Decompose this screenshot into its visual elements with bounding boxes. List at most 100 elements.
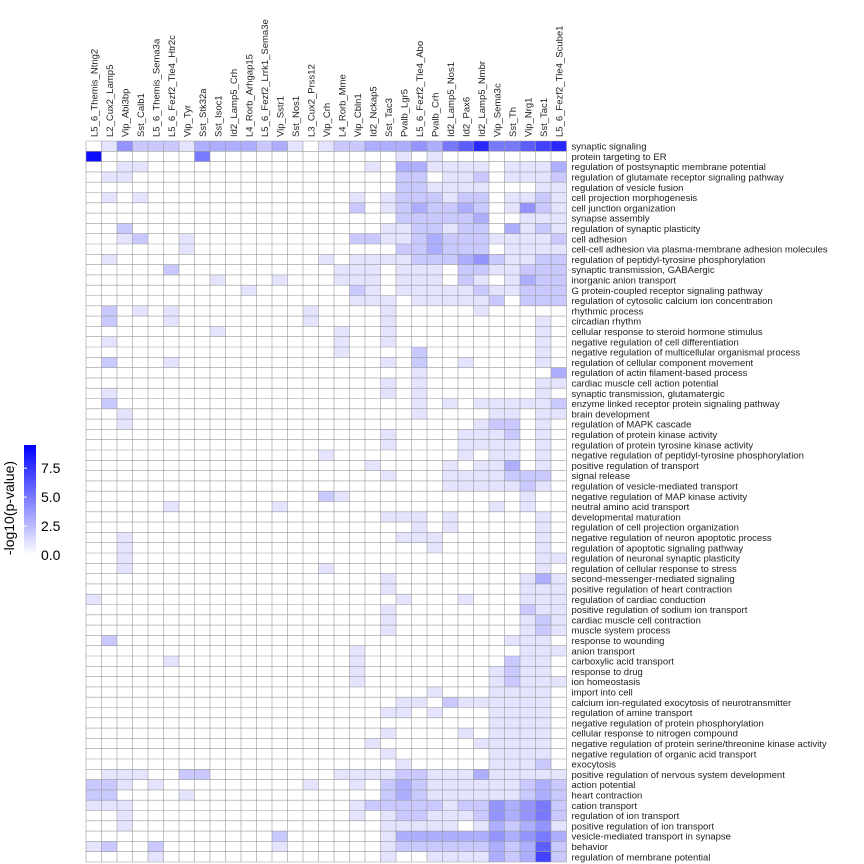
heatmap-cell (365, 305, 381, 317)
heatmap-cell (396, 573, 412, 584)
heatmap-cell (442, 347, 458, 358)
heatmap-cell (163, 553, 179, 564)
row-label: enzyme linked receptor protein signaling… (572, 399, 780, 410)
heatmap-cell (411, 728, 427, 739)
heatmap-cell (442, 285, 458, 296)
heatmap-cell (256, 419, 272, 430)
heatmap-cell (411, 408, 427, 420)
heatmap-cell (520, 511, 536, 523)
heatmap-cell (148, 738, 164, 749)
heatmap-cell (256, 738, 272, 749)
heatmap-cell (473, 264, 489, 275)
heatmap-cell (535, 202, 551, 214)
heatmap-cell (349, 274, 365, 286)
heatmap-cell (380, 676, 396, 687)
heatmap-cell (225, 419, 241, 430)
heatmap-cell (427, 171, 443, 183)
heatmap-cell (473, 151, 489, 162)
heatmap-cell (551, 316, 567, 327)
heatmap-cell (303, 553, 319, 564)
heatmap-cell (396, 316, 412, 327)
heatmap-cell (442, 316, 458, 327)
heatmap-cell (442, 738, 458, 749)
column-label: Vip_Sstr1 (275, 96, 286, 137)
heatmap-cell (489, 656, 505, 667)
heatmap-gridlines (85, 140, 567, 863)
heatmap-cell (132, 285, 148, 296)
heatmap-cell (551, 841, 567, 852)
heatmap-cell (210, 748, 226, 759)
heatmap-cell (241, 439, 257, 450)
heatmap-cell (520, 419, 536, 430)
heatmap-cell (504, 254, 520, 265)
column-label: Sst_Tac1 (539, 98, 550, 137)
heatmap-cell (380, 501, 396, 512)
heatmap-cell (489, 707, 505, 718)
heatmap-cell (334, 789, 350, 801)
heatmap-cell (349, 738, 365, 749)
heatmap-cell (148, 789, 164, 801)
heatmap-cell (179, 151, 195, 162)
heatmap-cell (504, 542, 520, 553)
heatmap-cell (117, 738, 133, 749)
heatmap-cell (179, 686, 195, 698)
heatmap-cell (334, 450, 350, 461)
heatmap-cell (179, 264, 195, 275)
heatmap-cell (411, 151, 427, 162)
heatmap-cell (535, 388, 551, 399)
heatmap-cell (334, 779, 350, 790)
heatmap-cell (163, 779, 179, 790)
heatmap-cell (287, 614, 303, 626)
heatmap-cell (101, 244, 117, 255)
heatmap-cell (132, 769, 148, 780)
heatmap-cell (287, 233, 303, 244)
heatmap-cell (334, 851, 350, 862)
heatmap-cell (241, 851, 257, 862)
row-label: synaptic transmission, glutamatergic (572, 389, 725, 400)
heatmap-cell (194, 789, 210, 801)
heatmap-cell (458, 789, 474, 801)
heatmap-cell (349, 656, 365, 667)
column-label: L5_6_Fezf2_Tle4_Scube1 (554, 26, 565, 137)
heatmap-cell (535, 666, 551, 677)
row-label: brain development (572, 409, 651, 420)
heatmap-cell (411, 707, 427, 718)
heatmap-cell (303, 408, 319, 420)
heatmap-cell (287, 789, 303, 801)
heatmap-cell (225, 398, 241, 409)
heatmap-cell (179, 357, 195, 368)
heatmap-cell (272, 748, 288, 759)
heatmap-cell (225, 789, 241, 801)
row-label: positive regulation of ion transport (572, 821, 715, 832)
heatmap-cell (241, 553, 257, 564)
heatmap-cell (318, 480, 334, 492)
column-label: Id2_Pax6 (461, 97, 472, 137)
heatmap-cell (427, 439, 443, 450)
heatmap-cell (163, 470, 179, 481)
heatmap-cell (225, 656, 241, 667)
heatmap-cell (551, 728, 567, 739)
heatmap-cell (148, 171, 164, 183)
heatmap-cell (427, 820, 443, 832)
heatmap-cell (148, 522, 164, 533)
row-label: negative regulation of neuron apoptotic … (572, 533, 772, 544)
heatmap-cell (210, 254, 226, 265)
heatmap-cell (241, 573, 257, 584)
heatmap-cell (334, 491, 350, 502)
heatmap-cell (411, 820, 427, 832)
heatmap-cell (349, 244, 365, 255)
heatmap-cell (380, 728, 396, 739)
heatmap-cell (427, 460, 443, 471)
heatmap-cell (303, 666, 319, 677)
heatmap-cell (442, 656, 458, 667)
heatmap-cell (179, 532, 195, 543)
heatmap-cell (427, 480, 443, 492)
heatmap-cell (132, 759, 148, 770)
heatmap-cell (365, 841, 381, 852)
heatmap-cell (551, 388, 567, 399)
heatmap-cell (427, 151, 443, 162)
heatmap-cell (163, 645, 179, 656)
heatmap-cell (504, 398, 520, 409)
heatmap-cell (504, 707, 520, 718)
heatmap-cell (551, 511, 567, 523)
